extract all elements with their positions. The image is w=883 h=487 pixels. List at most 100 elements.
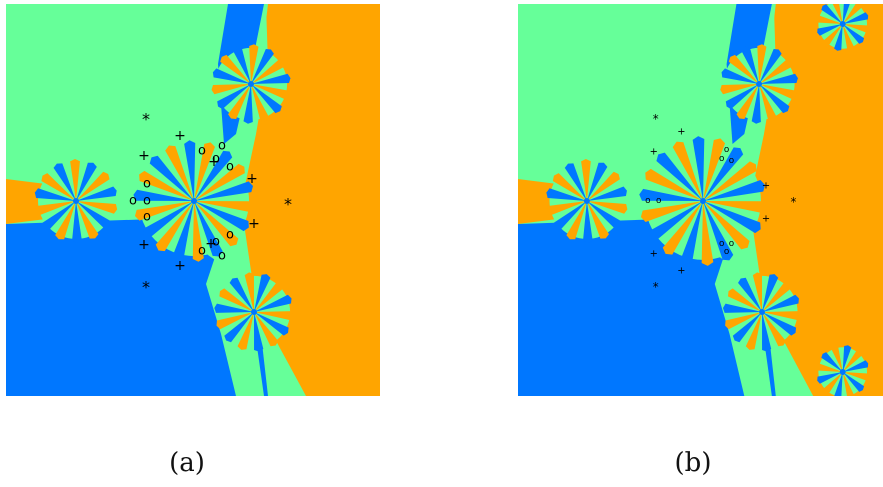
flower-bottom [722, 272, 802, 352]
flower-petal [757, 44, 767, 84]
region-orange-left [6, 179, 46, 224]
flower-petal [224, 312, 254, 343]
flower-petal [702, 201, 761, 234]
flower-petal [702, 180, 766, 201]
flower-petal [172, 201, 194, 260]
flower-petal [842, 24, 855, 50]
flower-center [700, 198, 706, 204]
flower-center [248, 81, 254, 87]
marker-plus: + [174, 128, 186, 144]
flower-petal [842, 350, 863, 372]
marker-plus: + [138, 237, 150, 253]
flower-petal [251, 49, 274, 84]
flower-bottom-right [816, 345, 870, 396]
fractal-panel-b: * * * + + + + + + o o o o o o o o [518, 4, 883, 396]
region-orange-left [518, 179, 558, 224]
flower-petal [741, 46, 760, 84]
flower-petal [816, 15, 843, 24]
flower-petal [586, 201, 621, 229]
flower-petal [842, 360, 869, 372]
flower-petal [762, 281, 792, 312]
marker-circle: o [226, 160, 234, 175]
flower-petal [586, 201, 628, 214]
flower-petal [149, 155, 194, 201]
flower-petal [738, 277, 763, 312]
marker-circle: o [198, 244, 206, 259]
flower-center [251, 309, 257, 315]
flower-petal [581, 159, 591, 201]
marker-circle: o [719, 154, 724, 164]
flower-center [756, 81, 763, 87]
flower-center [759, 309, 765, 315]
flower-petal [762, 312, 787, 347]
flower-petal [762, 311, 802, 321]
marker-circle: o [218, 139, 226, 154]
flower-petal [35, 201, 76, 216]
flower-main [133, 140, 255, 262]
marker-plus: + [762, 180, 770, 191]
flower-petal [214, 303, 254, 313]
caption-a: (a) [169, 448, 205, 478]
flower-petal [725, 84, 760, 110]
marker-star: * [142, 278, 150, 297]
flower-petal [251, 84, 282, 114]
flower-petal [702, 201, 734, 261]
flower-bottom [214, 272, 294, 352]
flower-petal [34, 188, 76, 201]
flower-petal [702, 161, 757, 201]
flower-petal [645, 168, 703, 201]
flower-petal [553, 201, 587, 231]
flower-petal [254, 281, 284, 312]
marker-circle: o [143, 194, 151, 209]
flower-petal [254, 311, 294, 321]
flower-petal [842, 12, 869, 24]
marker-plus: + [208, 154, 220, 170]
flower-petal [564, 163, 587, 201]
flower-center [839, 21, 846, 27]
flower-petal [232, 46, 251, 84]
flower-petal [134, 201, 194, 221]
flower-petal [759, 49, 782, 84]
caption-b: (b) [674, 448, 712, 478]
flower-top-right [816, 4, 870, 51]
flower-petal [155, 201, 194, 252]
flower-petal [732, 312, 763, 343]
flower-petal [165, 145, 194, 201]
flower-petal [194, 181, 254, 201]
flower-top [720, 44, 798, 124]
flower-petal [251, 84, 290, 100]
flower-center [839, 369, 846, 375]
flower-petal [42, 201, 76, 231]
flower-top [211, 44, 291, 124]
marker-plus: + [762, 213, 770, 224]
flower-petal [745, 312, 763, 350]
marker-star: * [653, 112, 659, 126]
marker-circle: o [143, 177, 151, 192]
marker-plus: + [650, 248, 658, 259]
flower-petal [823, 372, 843, 394]
flower-petal [728, 54, 760, 84]
marker-circle: o [129, 194, 137, 209]
flower-petal [76, 162, 97, 201]
flower-petal [842, 345, 852, 372]
flower-petal [546, 201, 587, 216]
flower-petal [586, 201, 609, 239]
flower-petal [702, 138, 726, 201]
marker-circle: o [212, 235, 220, 250]
flower-petal [649, 201, 703, 241]
marker-plus: + [174, 258, 186, 274]
flower-petal [254, 274, 271, 312]
flower-petal [842, 24, 870, 33]
flower-petal [662, 201, 703, 255]
flower-petal [76, 201, 118, 214]
flower-petal [817, 24, 843, 36]
marker-circle: o [143, 210, 151, 225]
flower-petal [702, 201, 767, 214]
flower-petal [251, 58, 285, 84]
flower-petal [842, 4, 863, 24]
flower-petal [721, 68, 760, 84]
